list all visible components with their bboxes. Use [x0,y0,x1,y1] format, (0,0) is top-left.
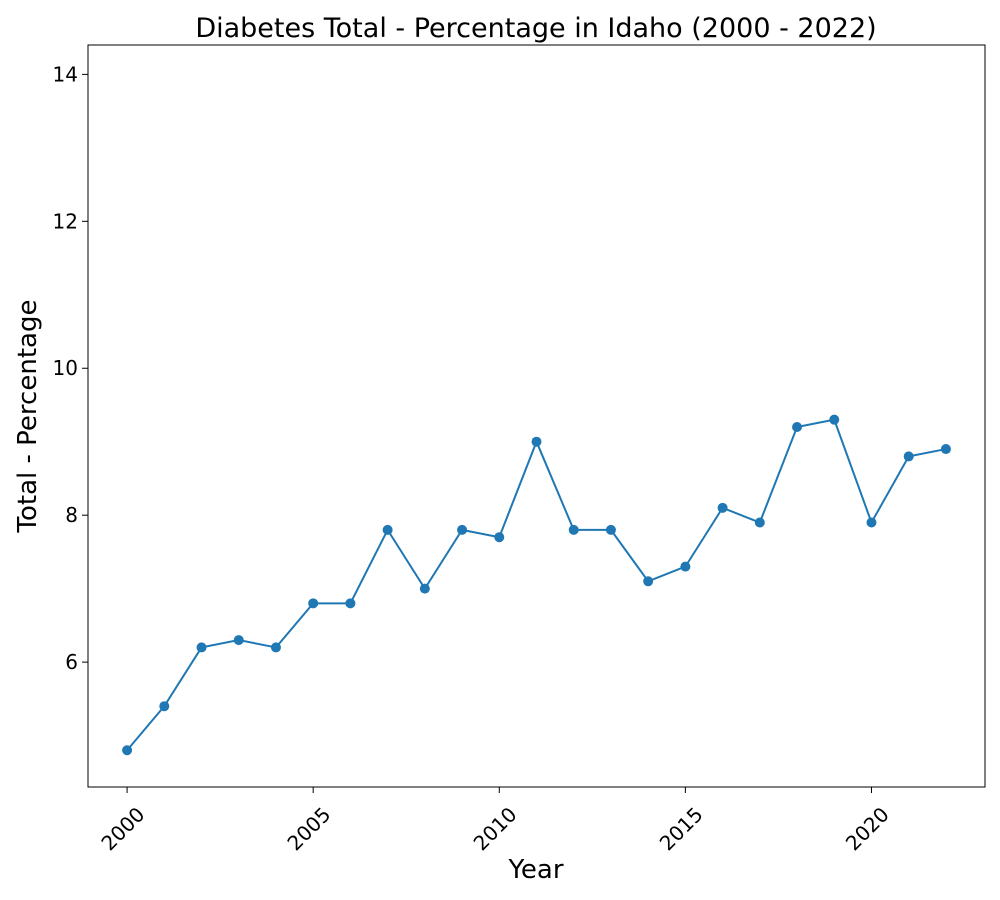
data-point [754,517,765,528]
data-point [531,436,542,447]
data-point [233,635,244,646]
data-point [494,532,505,543]
data-point [457,524,468,535]
data-point [792,422,803,433]
chart-title: Diabetes Total - Percentage in Idaho (20… [195,13,876,44]
data-point [940,444,951,455]
data-point [196,642,207,653]
data-point [680,561,691,572]
y-tick-label: 14 [53,62,78,86]
x-tick-label: 2000 [96,802,149,855]
data-point [159,701,170,712]
x-axis-label: Year [507,855,563,885]
data-point [568,524,579,535]
y-tick-label: 10 [53,356,78,380]
data-point [643,576,654,587]
data-point [717,502,728,513]
data-point [345,598,356,609]
data-point [903,451,914,462]
x-tick-label: 2005 [282,802,335,855]
data-point [419,583,430,594]
x-tick-label: 2015 [655,802,708,855]
y-tick-label: 12 [53,209,78,233]
data-point [382,524,393,535]
x-axis-ticks: 2000 2005 2010 2015 2020 [96,787,894,855]
plot-frame [87,44,986,788]
data-point [270,642,281,653]
x-tick-label: 2010 [469,802,522,855]
y-axis-ticks: 6 8 10 12 14 [53,62,88,674]
y-axis-label: Total - Percentage [13,300,43,534]
data-point [122,745,133,756]
series-layer [122,414,951,756]
data-point [308,598,319,609]
y-tick-label: 6 [65,650,78,674]
data-point [866,517,877,528]
y-tick-label: 8 [65,503,78,527]
x-tick-label: 2020 [841,802,894,855]
data-point [605,524,616,535]
data-point [829,414,840,425]
series-line [126,418,947,751]
